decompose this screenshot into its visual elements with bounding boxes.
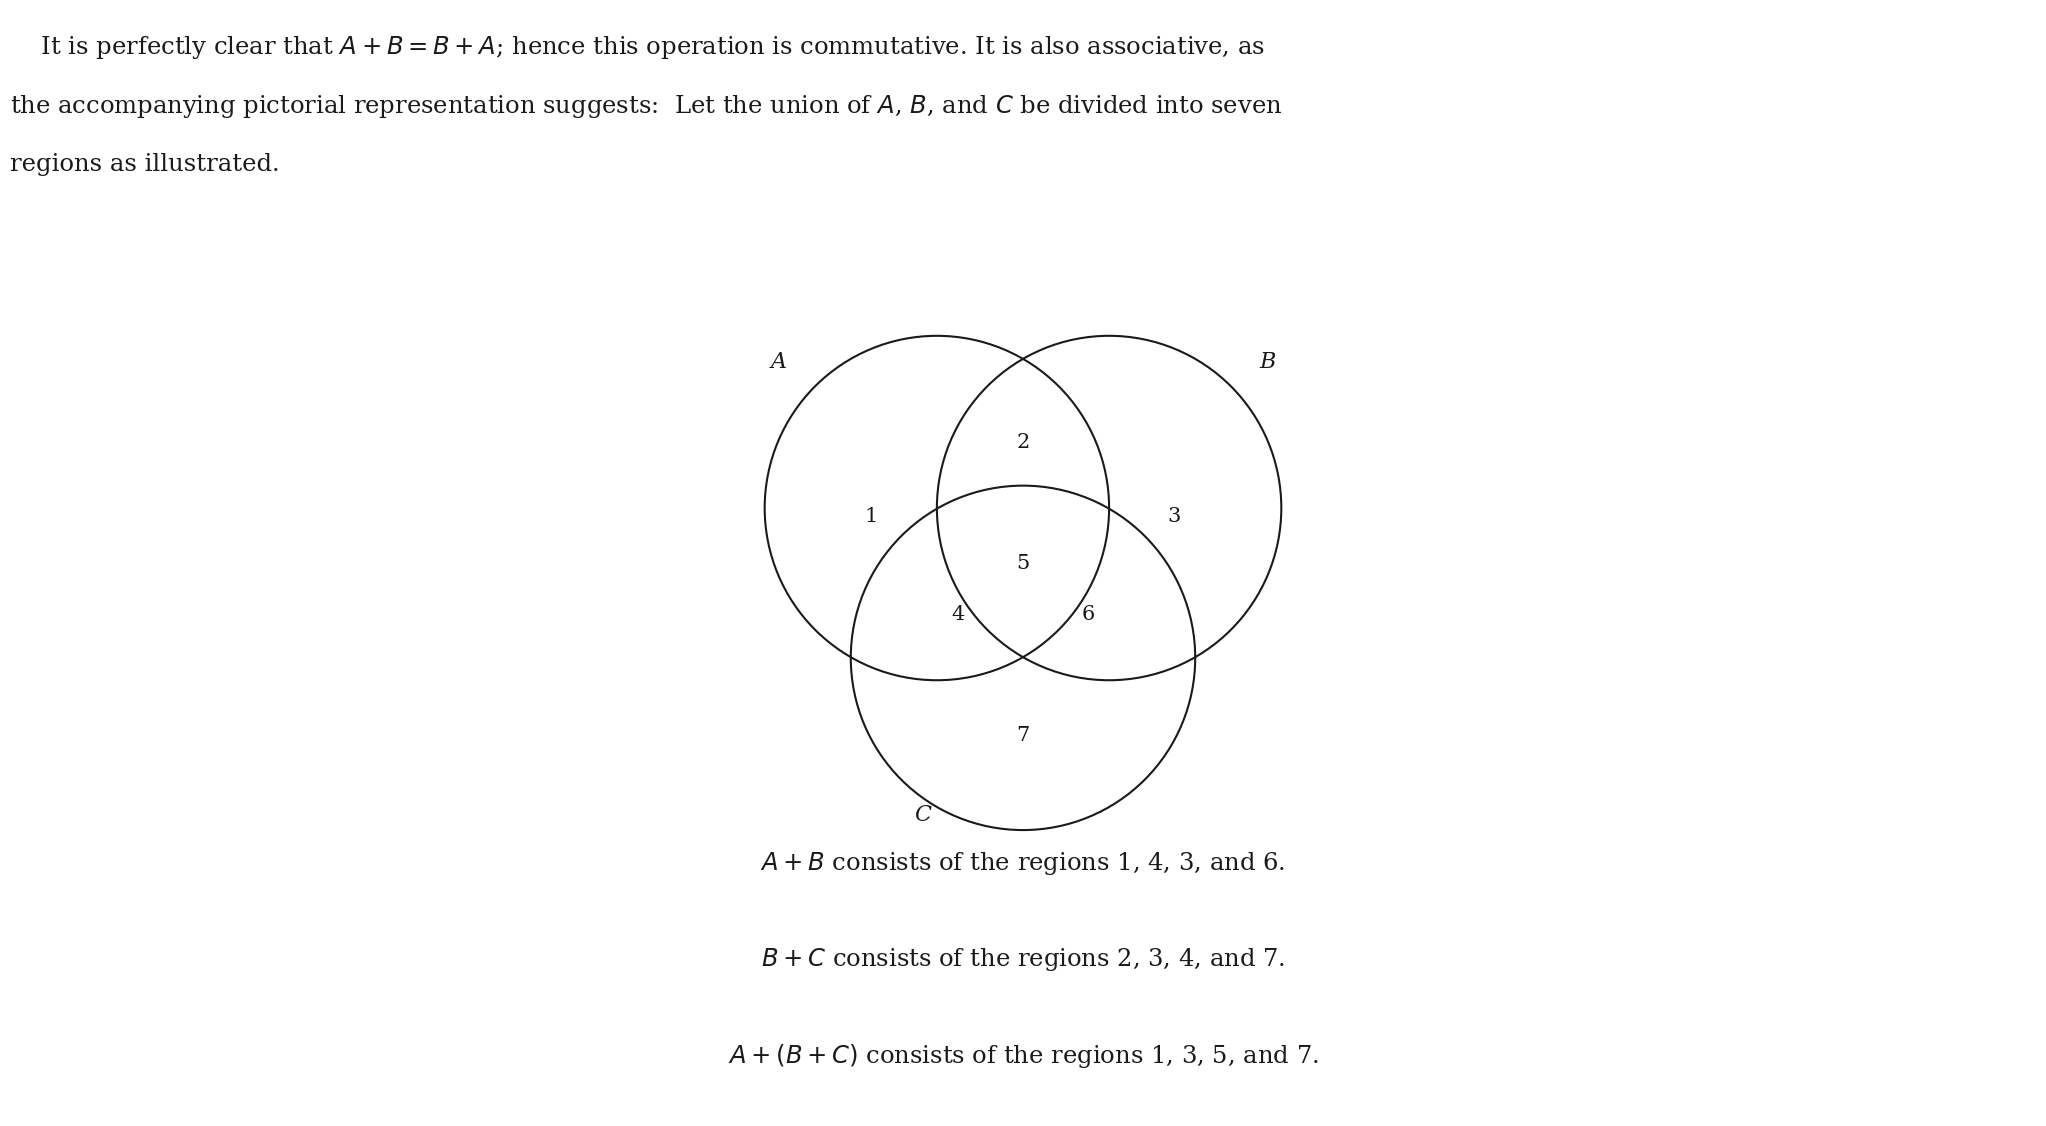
Text: 3: 3 (1168, 507, 1181, 526)
Text: 5: 5 (1017, 554, 1029, 573)
Text: $B + C$ consists of the regions 2, 3, 4, and 7.: $B + C$ consists of the regions 2, 3, 4,… (761, 946, 1285, 973)
Text: regions as illustrated.: regions as illustrated. (10, 153, 280, 176)
Text: the accompanying pictorial representation suggests:  Let the union of $A$, $B$, : the accompanying pictorial representatio… (10, 93, 1283, 120)
Text: A: A (771, 350, 786, 373)
Text: $A + B$ consists of the regions 1, 4, 3, and 6.: $A + B$ consists of the regions 1, 4, 3,… (761, 850, 1285, 877)
Text: 1: 1 (865, 507, 878, 526)
Text: 7: 7 (1017, 726, 1029, 744)
Text: It is perfectly clear that $A + B = B + A$; hence this operation is commutative.: It is perfectly clear that $A + B = B + … (10, 34, 1264, 61)
Text: C: C (915, 804, 931, 825)
Text: B: B (1260, 350, 1277, 373)
Text: 6: 6 (1082, 606, 1095, 624)
Text: 2: 2 (1017, 434, 1029, 452)
Text: 4: 4 (951, 606, 964, 624)
Text: $A + (B + C)$ consists of the regions 1, 3, 5, and 7.: $A + (B + C)$ consists of the regions 1,… (728, 1042, 1318, 1070)
